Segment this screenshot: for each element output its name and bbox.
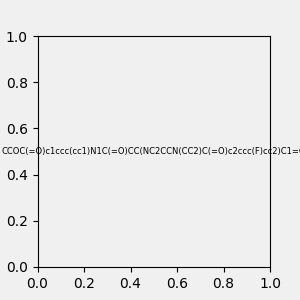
Text: CCOC(=O)c1ccc(cc1)N1C(=O)CC(NC2CCN(CC2)C(=O)c2ccc(F)cc2)C1=O: CCOC(=O)c1ccc(cc1)N1C(=O)CC(NC2CCN(CC2)C… bbox=[2, 147, 300, 156]
